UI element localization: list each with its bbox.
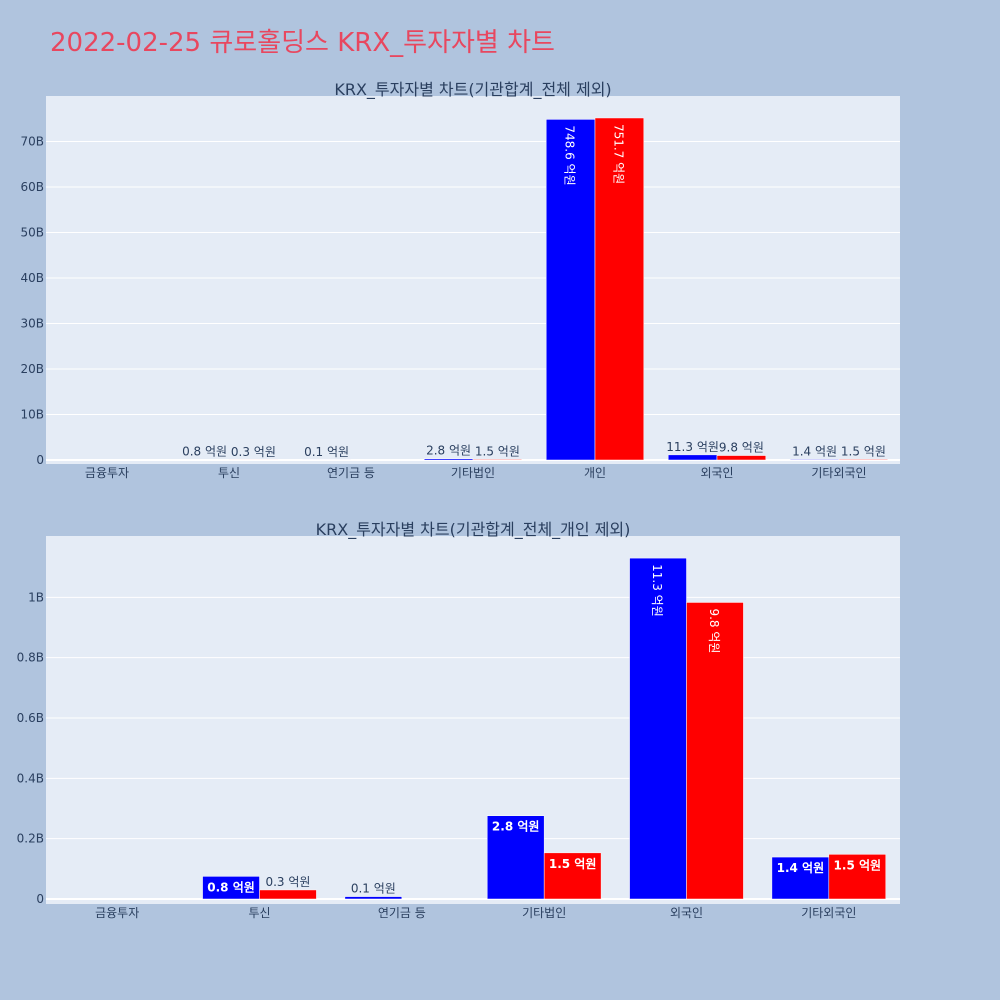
y-tick-label: 10B [20, 408, 44, 422]
data-label: 1.5 억원 [475, 444, 520, 458]
data-label: 1.5 억원 [549, 857, 597, 871]
data-label: 0.3 억원 [265, 875, 310, 889]
x-tick-label: 연기금 등 [378, 906, 426, 920]
chart-title-2: KRX_투자자별 차트(기관합계_전체_개인 제외) [316, 520, 631, 540]
data-label: 1.4 억원 [792, 444, 837, 458]
bar[interactable] [545, 119, 596, 461]
bar[interactable] [423, 458, 474, 461]
x-tick-label: 투신 [218, 466, 240, 480]
bar[interactable] [202, 876, 260, 900]
data-label: 0.8 억원 [182, 445, 227, 459]
data-label: 2.8 억원 [492, 820, 540, 834]
bar[interactable] [771, 856, 830, 900]
x-tick-label: 기타외국인 [811, 466, 866, 480]
y-tick-label: 0.2B [17, 832, 44, 846]
x-tick-label: 외국인 [670, 906, 703, 920]
x-tick-label: 개인 [584, 466, 606, 480]
data-label: 1.5 억원 [834, 858, 882, 872]
y-tick-label: 60B [20, 180, 44, 194]
x-tick-label: 연기금 등 [327, 466, 375, 480]
data-label: 11.3 억원 [666, 440, 719, 454]
bar[interactable] [543, 852, 602, 900]
bar[interactable] [686, 602, 744, 900]
y-tick-label: 30B [20, 317, 44, 331]
data-label: 2.8 억원 [426, 444, 471, 458]
y-tick-label: 20B [20, 362, 44, 376]
x-tick-label: 기타법인 [522, 906, 566, 920]
y-tick-label: 0.4B [17, 771, 44, 785]
bar[interactable] [716, 455, 767, 461]
page-title: 2022-02-25 큐로홀딩스 KRX_투자자별 차트 [50, 28, 555, 58]
x-tick-label: 금융투자 [95, 906, 139, 920]
plot-area-2 [46, 536, 900, 904]
y-tick-label: 0 [36, 892, 44, 906]
x-tick-label: 금융투자 [85, 466, 129, 480]
data-label: 0.1 억원 [351, 882, 396, 896]
data-label: 9.8 억원 [707, 608, 721, 653]
y-tick-label: 40B [20, 271, 44, 285]
data-label: 0.8 억원 [207, 880, 255, 894]
data-label: 751.7 억원 [611, 124, 625, 184]
bar[interactable] [472, 459, 523, 461]
y-tick-label: 50B [20, 226, 44, 240]
y-tick-label: 0 [36, 453, 44, 467]
plot-area-1 [46, 96, 900, 464]
bar[interactable] [828, 854, 887, 900]
bar[interactable] [667, 454, 718, 461]
bar[interactable] [259, 889, 317, 900]
x-tick-label: 투신 [248, 906, 270, 920]
chart-title-1: KRX_투자자별 차트(기관합계_전체 제외) [334, 80, 611, 100]
x-tick-label: 외국인 [700, 466, 733, 480]
bar[interactable] [838, 459, 889, 461]
data-label: 0.1 억원 [304, 445, 349, 459]
bar[interactable] [486, 815, 545, 900]
x-tick-label: 기타법인 [451, 466, 495, 480]
data-label: 11.3 억원 [650, 564, 664, 617]
bar[interactable] [344, 896, 403, 900]
bar[interactable] [594, 117, 645, 461]
data-label: 748.6 억원 [563, 125, 577, 185]
data-label: 9.8 억원 [719, 441, 764, 455]
data-label: 1.5 억원 [841, 444, 886, 458]
x-tick-label: 기타외국인 [801, 906, 856, 920]
y-tick-label: 0.6B [17, 711, 44, 725]
y-tick-label: 70B [20, 135, 44, 149]
y-tick-label: 0.8B [17, 651, 44, 665]
bar[interactable] [789, 459, 840, 461]
y-tick-label: 1B [28, 590, 44, 604]
data-label: 0.3 억원 [231, 445, 276, 459]
data-label: 1.4 억원 [777, 861, 825, 875]
bar[interactable] [629, 557, 687, 900]
